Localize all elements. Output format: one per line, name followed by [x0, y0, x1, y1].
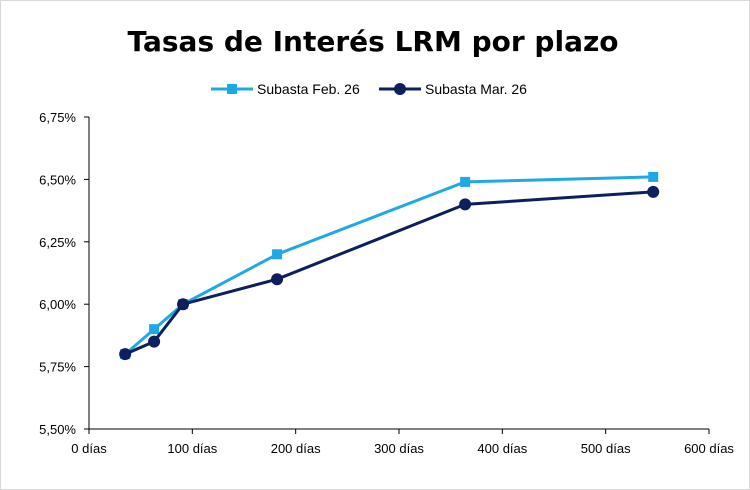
x-tick-label: 100 días [167, 441, 217, 456]
chart-title: Tasas de Interés LRM por plazo [128, 25, 619, 58]
data-point [119, 348, 132, 361]
legend-label-feb: Subasta Feb. 26 [257, 81, 360, 97]
series-mar [119, 185, 660, 361]
series-line [124, 190, 654, 356]
data-point [148, 335, 161, 348]
series-line [124, 175, 654, 356]
x-tick-label: 200 días [271, 441, 321, 456]
legend-label-mar: Subasta Mar. 26 [425, 81, 527, 97]
data-point [149, 324, 160, 335]
x-tick-label: 600 días [684, 441, 734, 456]
legend-marker-mar [394, 83, 406, 95]
data-point [272, 249, 283, 260]
x-tick-label: 300 días [374, 441, 424, 456]
legend: Subasta Feb. 26 Subasta Mar. 26 [211, 81, 527, 97]
x-tick-label: 500 días [581, 441, 631, 456]
data-point [459, 198, 472, 211]
data-point [647, 185, 660, 198]
x-tick-label: 0 días [71, 441, 107, 456]
data-point [460, 176, 471, 187]
x-tick-label: 400 días [477, 441, 527, 456]
data-point [177, 298, 190, 311]
y-tick-label: 6,25% [39, 235, 76, 250]
y-tick-label: 6,75% [39, 110, 76, 125]
series-layer [119, 171, 660, 361]
legend-marker-feb [227, 84, 237, 94]
y-tick-label: 6,50% [39, 172, 76, 187]
axes: 5,50% 5,75% 6,00% 6,25% 6,50% 6,75% 0 días 100 … [39, 110, 734, 456]
y-tick-label: 6,00% [39, 297, 76, 312]
y-tick-label: 5,75% [39, 360, 76, 375]
series-feb [120, 171, 659, 360]
data-point [648, 171, 659, 182]
y-tick-label: 5,50% [39, 422, 76, 437]
data-point [271, 273, 284, 286]
